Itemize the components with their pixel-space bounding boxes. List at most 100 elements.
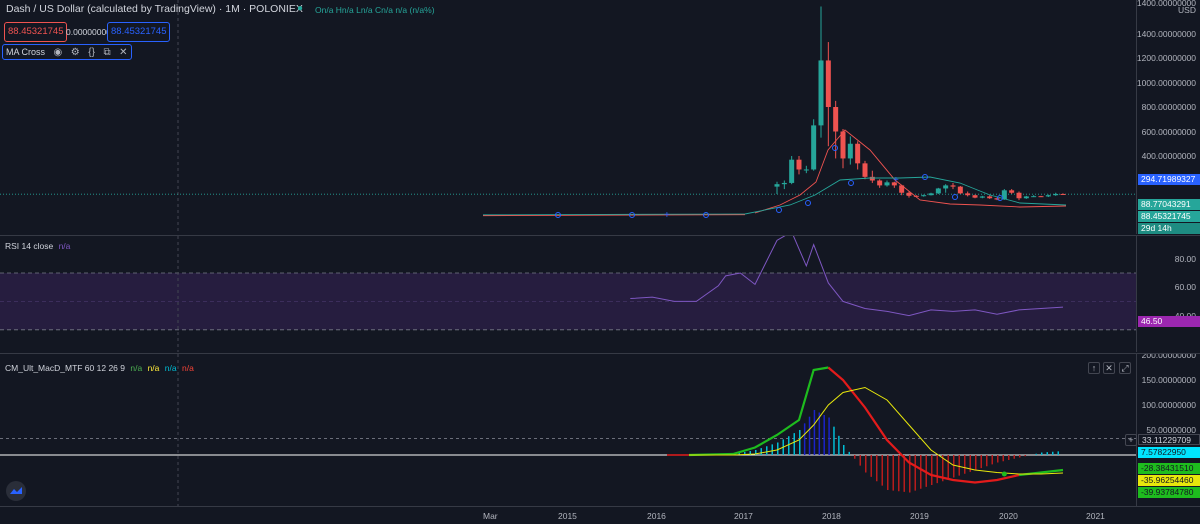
macd-legend[interactable]: CM_Ult_MacD_MTF 60 12 26 9 n/a n/a n/a n… bbox=[5, 363, 194, 373]
macd-scale[interactable]: 200.00000000 150.00000000 100.00000000 50.0… bbox=[1136, 354, 1200, 506]
rsi-pane[interactable] bbox=[0, 236, 1136, 352]
macd-label-5: -39.93784780 bbox=[1138, 487, 1200, 498]
macd-histogram-bar bbox=[854, 455, 856, 459]
price-pane[interactable]: + + bbox=[0, 0, 1136, 234]
macd-cross-dot bbox=[1001, 471, 1007, 477]
candle-body bbox=[965, 193, 971, 196]
candle-body bbox=[877, 180, 883, 186]
macd-histogram-bar bbox=[749, 451, 751, 455]
macd-histogram-bar bbox=[738, 453, 740, 455]
eye-icon[interactable]: ◉ bbox=[53, 47, 63, 58]
candle-body bbox=[1001, 190, 1007, 200]
logo-shape bbox=[10, 487, 22, 494]
candle-body bbox=[840, 131, 846, 159]
ma-cross-plus-marker: + bbox=[664, 210, 670, 221]
macd-label-1: 33.11229709 bbox=[1138, 434, 1200, 445]
macd-histogram-bar bbox=[1046, 452, 1048, 455]
macd-histogram-bar bbox=[898, 455, 900, 492]
currency-label: USD bbox=[1178, 5, 1196, 15]
rsi-legend-label: RSI 14 close bbox=[5, 241, 54, 251]
ma-cross-plus-marker: + bbox=[893, 175, 899, 186]
pane-separator[interactable] bbox=[0, 353, 1200, 354]
price-tick: 600.00000000 bbox=[1141, 126, 1196, 137]
move-pane-up-icon[interactable]: ↑ bbox=[1088, 362, 1100, 374]
candle-body bbox=[869, 176, 875, 181]
ma-cross-marker bbox=[555, 212, 561, 218]
macd-histogram-bar bbox=[975, 455, 977, 470]
macd-histogram-bar bbox=[947, 455, 949, 480]
macd-histogram-bar bbox=[980, 455, 982, 469]
macd-histogram-bar bbox=[760, 448, 762, 455]
candle-body bbox=[833, 107, 839, 132]
add-indicator-icon[interactable]: + bbox=[1125, 434, 1137, 446]
macd-histogram-bar bbox=[828, 417, 830, 455]
rsi-chart[interactable] bbox=[0, 236, 1136, 352]
macd-histogram-bar bbox=[881, 455, 883, 486]
ma-cross-marker bbox=[997, 195, 1003, 201]
source-code-icon[interactable]: {} bbox=[88, 47, 95, 58]
candle-body bbox=[862, 163, 868, 177]
early-ma-line bbox=[482, 213, 746, 216]
market-status-dot: ● bbox=[297, 3, 304, 14]
candle-body bbox=[825, 60, 831, 107]
macd-histogram-bar bbox=[991, 455, 993, 465]
price-tick: 400.00000000 bbox=[1141, 151, 1196, 161]
macd-histogram-bar bbox=[964, 455, 966, 474]
settings-icon[interactable]: ⚙ bbox=[70, 47, 80, 58]
macd-legend-label: CM_Ult_MacD_MTF 60 12 26 9 bbox=[5, 363, 125, 373]
spread-value: 0.00000000 bbox=[66, 27, 111, 37]
time-axis-tick: Mar bbox=[483, 511, 498, 521]
symbol-title[interactable]: Dash / US Dollar (calculated by TradingV… bbox=[6, 3, 303, 15]
more-icon[interactable]: ⧉ bbox=[103, 47, 111, 58]
macd-histogram-bar bbox=[823, 415, 825, 455]
macd-histogram-bar bbox=[958, 455, 960, 476]
ma-cross-marker bbox=[848, 180, 854, 186]
rsi-last-label: 46.50 bbox=[1138, 316, 1200, 327]
time-axis[interactable]: Mar 2015 2016 2017 2018 2019 2020 2021 bbox=[0, 507, 1136, 524]
macd-histogram-bar bbox=[859, 455, 861, 466]
candle-body bbox=[972, 195, 978, 198]
macd-pane[interactable] bbox=[0, 354, 1136, 506]
close-icon[interactable]: ✕ bbox=[119, 47, 128, 58]
time-axis-tick: 2016 bbox=[647, 511, 666, 521]
ma-cross-marker bbox=[776, 207, 782, 213]
maximize-pane-icon[interactable]: ⤢ bbox=[1119, 362, 1131, 374]
ma-cross-indicator-legend[interactable]: MA Cross ◉ ⚙ {} ⧉ ✕ bbox=[2, 44, 132, 60]
candle-body bbox=[1023, 196, 1029, 199]
close-pane-icon[interactable]: ✕ bbox=[1103, 362, 1115, 374]
macd-histogram-bar bbox=[986, 455, 988, 467]
macd-histogram-bar bbox=[793, 433, 795, 455]
rsi-line bbox=[630, 236, 1064, 317]
ask-button[interactable]: 88.45321745 bbox=[107, 22, 171, 42]
macd-histogram-bar bbox=[953, 455, 955, 478]
price-scale[interactable]: 1400.00000000 USD 1400.00000000 1200.0000… bbox=[1136, 0, 1200, 234]
candle-body bbox=[1031, 196, 1037, 198]
macd-histogram-bar bbox=[931, 455, 933, 485]
macd-histogram-bar bbox=[799, 430, 801, 455]
bid-button[interactable]: 88.45321745 bbox=[4, 22, 68, 42]
candle-body bbox=[1060, 193, 1066, 195]
tradingview-logo-icon[interactable] bbox=[6, 481, 26, 501]
ohlc-values: On/a Hn/a Ln/a Cn/a n/a (n/a%) bbox=[315, 5, 435, 15]
rsi-tick: 80.00 bbox=[1174, 253, 1196, 264]
candle-body bbox=[789, 159, 795, 183]
rsi-legend[interactable]: RSI 14 close n/a bbox=[5, 241, 70, 251]
macd-histogram-bar bbox=[1035, 453, 1037, 455]
early-price-line bbox=[482, 213, 746, 217]
macd-signal-line bbox=[689, 386, 1064, 475]
macd-histogram-bar bbox=[892, 455, 894, 491]
candle-body bbox=[803, 169, 809, 171]
ma-cross-label: MA Cross bbox=[6, 47, 46, 57]
candle-body bbox=[847, 143, 853, 159]
macd-histogram-bar bbox=[1013, 455, 1015, 459]
candle-body bbox=[811, 125, 817, 170]
macd-histogram-bar bbox=[833, 426, 835, 455]
pane-separator[interactable] bbox=[0, 235, 1200, 236]
candlestick-chart[interactable]: ++ bbox=[0, 0, 1136, 234]
ma-cross-marker bbox=[922, 174, 928, 180]
macd-histogram-bar bbox=[771, 444, 773, 455]
macd-chart[interactable] bbox=[0, 354, 1136, 506]
macd-histogram-bar bbox=[766, 446, 768, 455]
macd-histogram-bar bbox=[942, 455, 944, 482]
